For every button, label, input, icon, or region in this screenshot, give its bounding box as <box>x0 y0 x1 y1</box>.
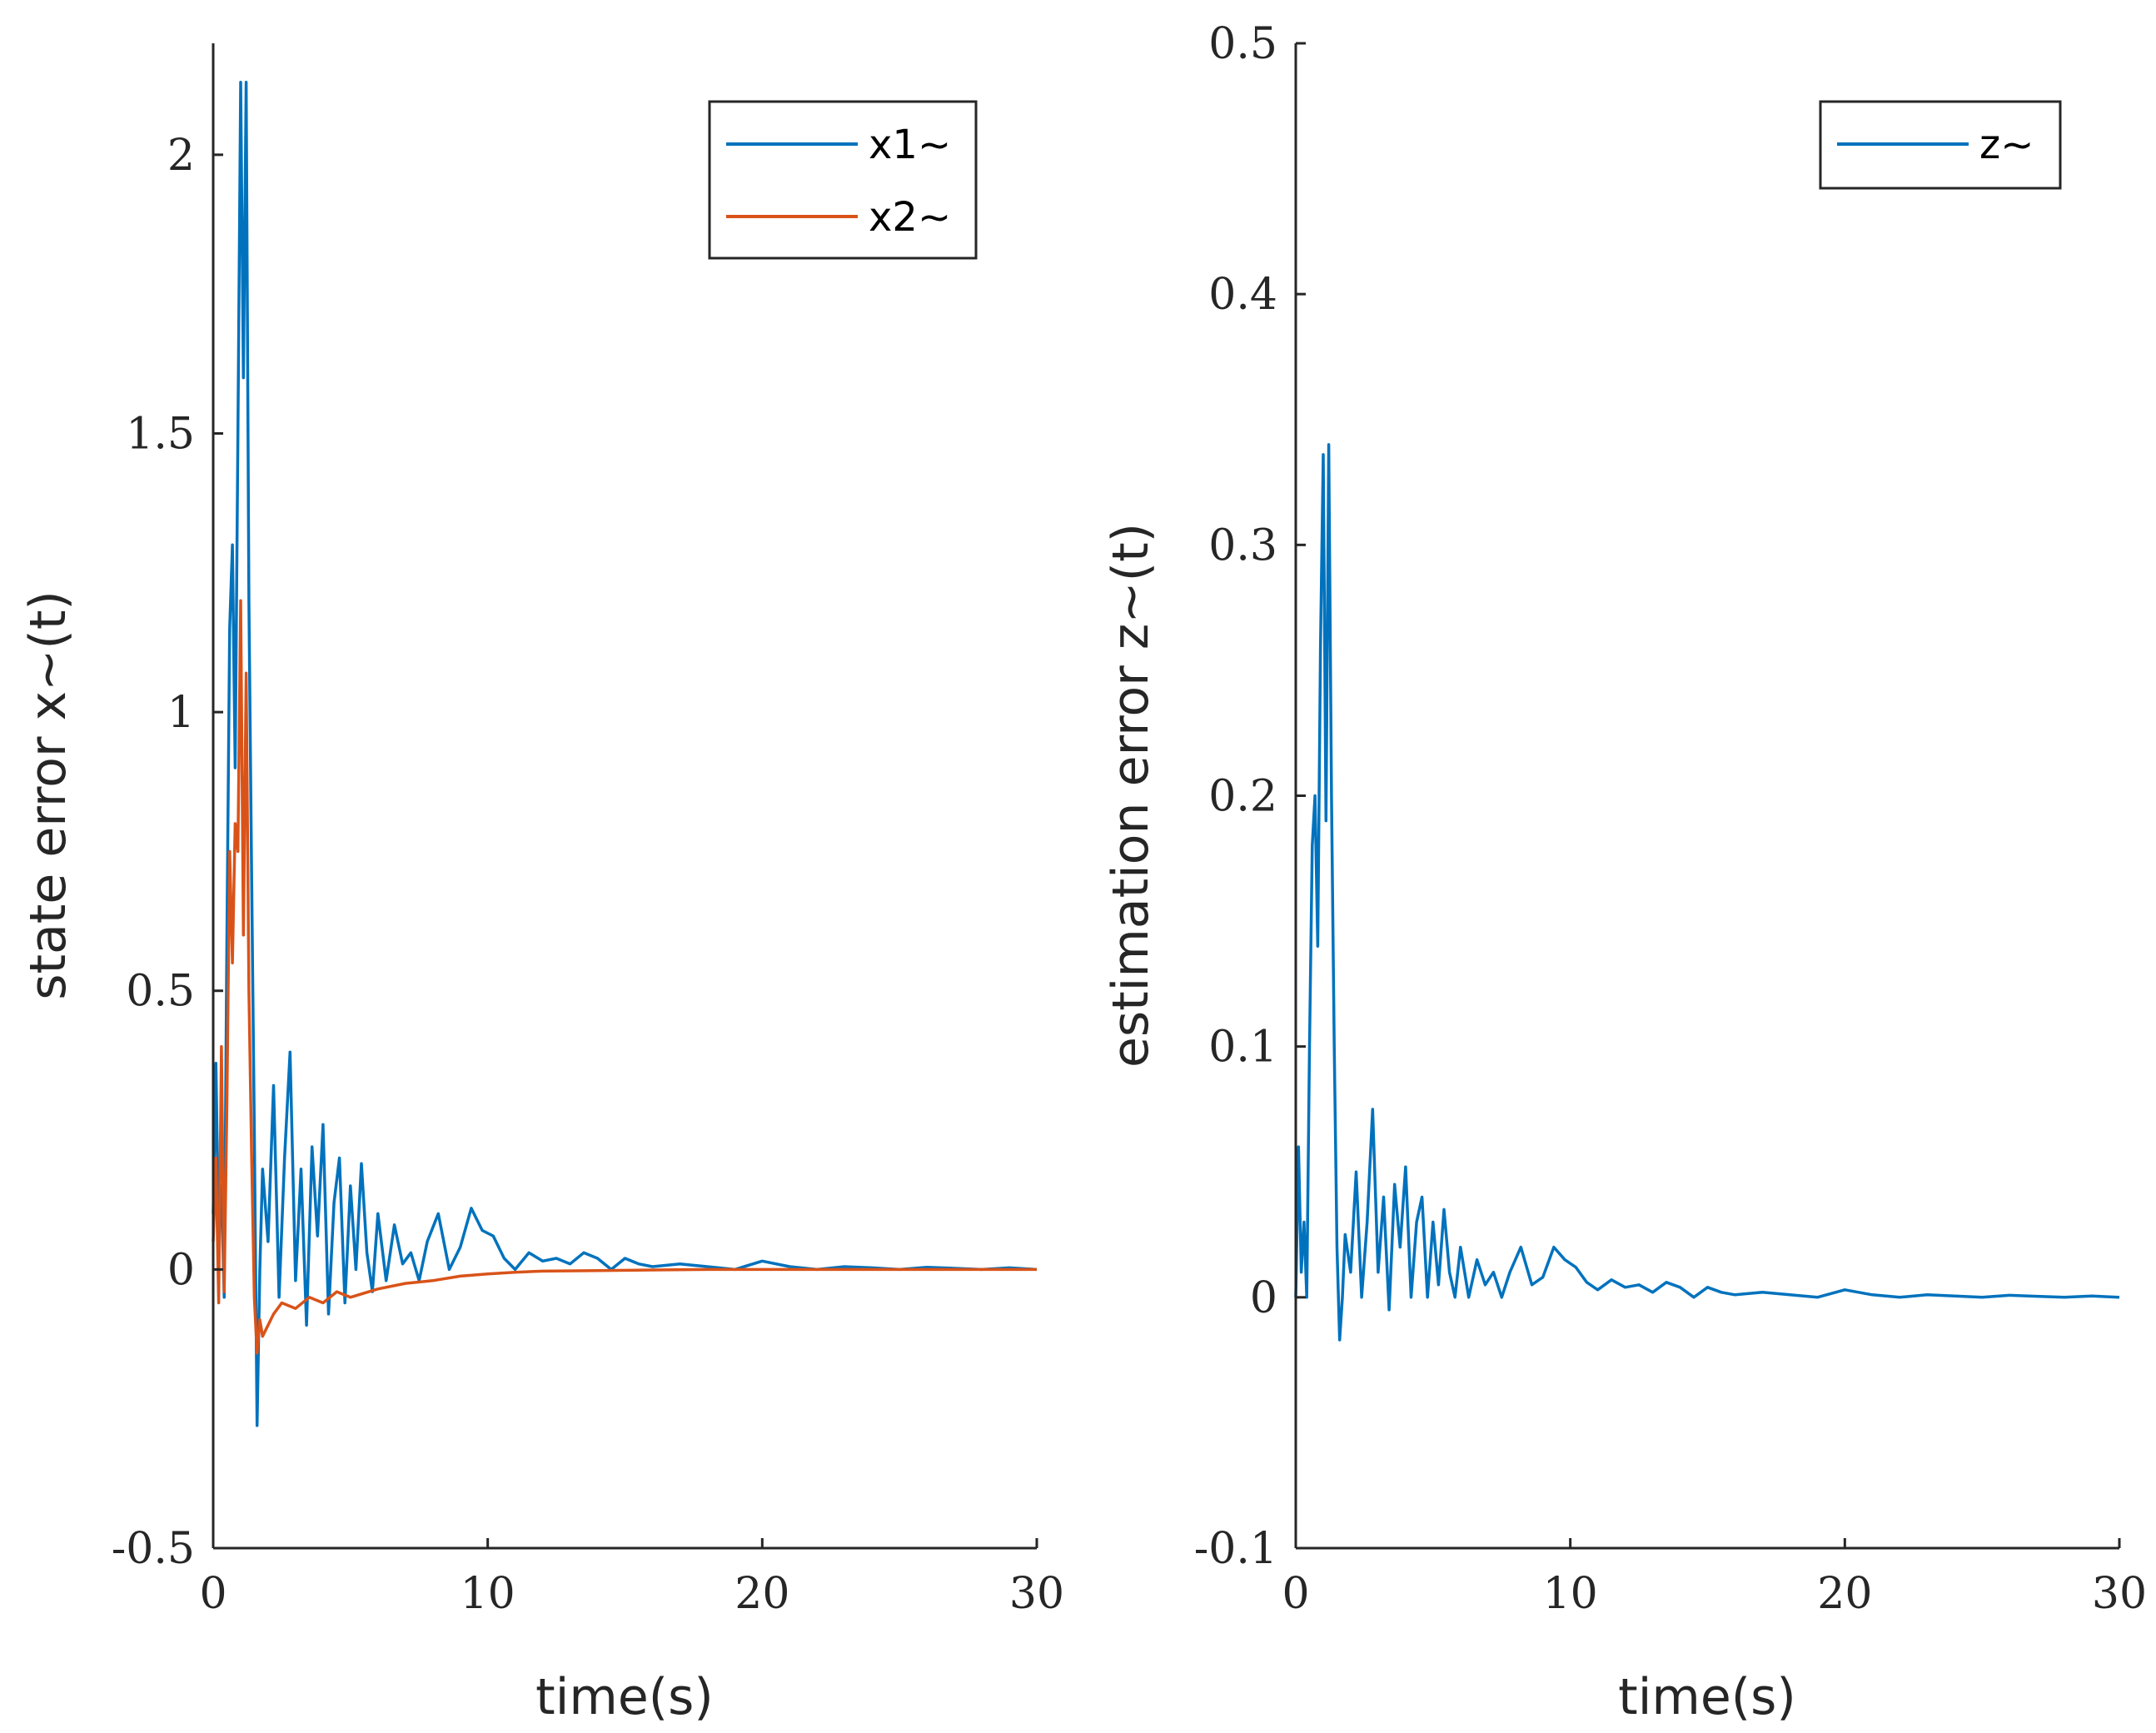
legend-x2-label: x2~ <box>869 194 951 241</box>
legend-x1-label: x1~ <box>869 122 951 168</box>
right-x-tick-label: 20 <box>1817 1569 1872 1619</box>
right-y-tick-label: 0.2 <box>1208 772 1277 822</box>
left-y-tick-label: 1 <box>167 688 195 738</box>
left-series-x1-line <box>212 81 1038 1427</box>
right-series-group <box>1294 443 2120 1342</box>
left-y-tick-label: -0.5 <box>112 1524 195 1574</box>
right-x-ticks: 0 10 20 30 <box>1282 1538 2147 1619</box>
right-x-tick-label: 30 <box>2092 1569 2147 1619</box>
left-legend-box <box>708 100 978 260</box>
left-x-tick-label: 30 <box>1009 1569 1064 1619</box>
right-legend: z~ <box>1819 100 2062 190</box>
right-chart: -0.100.10.20.30.40.5 0 10 20 30 time(s) est… <box>1102 19 2147 1726</box>
left-series-x2-line <box>212 599 1037 1355</box>
right-x-axis-label: time(s) <box>1618 1668 1796 1726</box>
right-y-tick-label: 0.4 <box>1208 270 1277 320</box>
left-x-axis-label: time(s) <box>535 1668 714 1726</box>
right-y-axis-label: estimation error z~(t) <box>1102 523 1160 1068</box>
left-legend: x1~ x2~ <box>708 100 978 260</box>
right-series-z-line <box>1294 443 2120 1342</box>
left-y-tick-label: 0.5 <box>126 967 195 1017</box>
right-y-tick-label: -0.1 <box>1194 1524 1277 1574</box>
right-y-ticks: -0.1 0 0.1 0.2 0.3 0.4 0.5 <box>1194 19 1306 1574</box>
left-y-ticks: -0.5 0 0.5 1 1.5 2 <box>112 131 223 1574</box>
left-y-axis-label: state error x~(t) <box>19 590 77 1000</box>
left-x-tick-label: 20 <box>734 1569 789 1619</box>
legend-z-label: z~ <box>1979 122 2034 168</box>
left-y-tick-label: 1.5 <box>126 409 195 459</box>
right-y-tick-label: 0.1 <box>1208 1023 1277 1073</box>
left-x-tick-label: 10 <box>461 1569 515 1619</box>
right-y-tick-label: 0.3 <box>1208 520 1277 570</box>
right-y-tick-label: 0.5 <box>1208 19 1277 69</box>
left-x-tick-label: 0 <box>199 1569 227 1619</box>
left-y-tick-label: 2 <box>167 131 195 181</box>
left-y-tick-label: 0 <box>167 1245 195 1295</box>
left-chart: -0.500.511.52 0 10 20 30 time(s) state erro… <box>19 43 1064 1726</box>
right-x-tick-label: 0 <box>1282 1569 1309 1619</box>
left-series-group <box>212 81 1038 1427</box>
left-x-ticks: 0 10 20 30 <box>199 1538 1064 1619</box>
right-x-tick-label: 10 <box>1543 1569 1598 1619</box>
right-y-tick-label: 0 <box>1250 1273 1277 1323</box>
